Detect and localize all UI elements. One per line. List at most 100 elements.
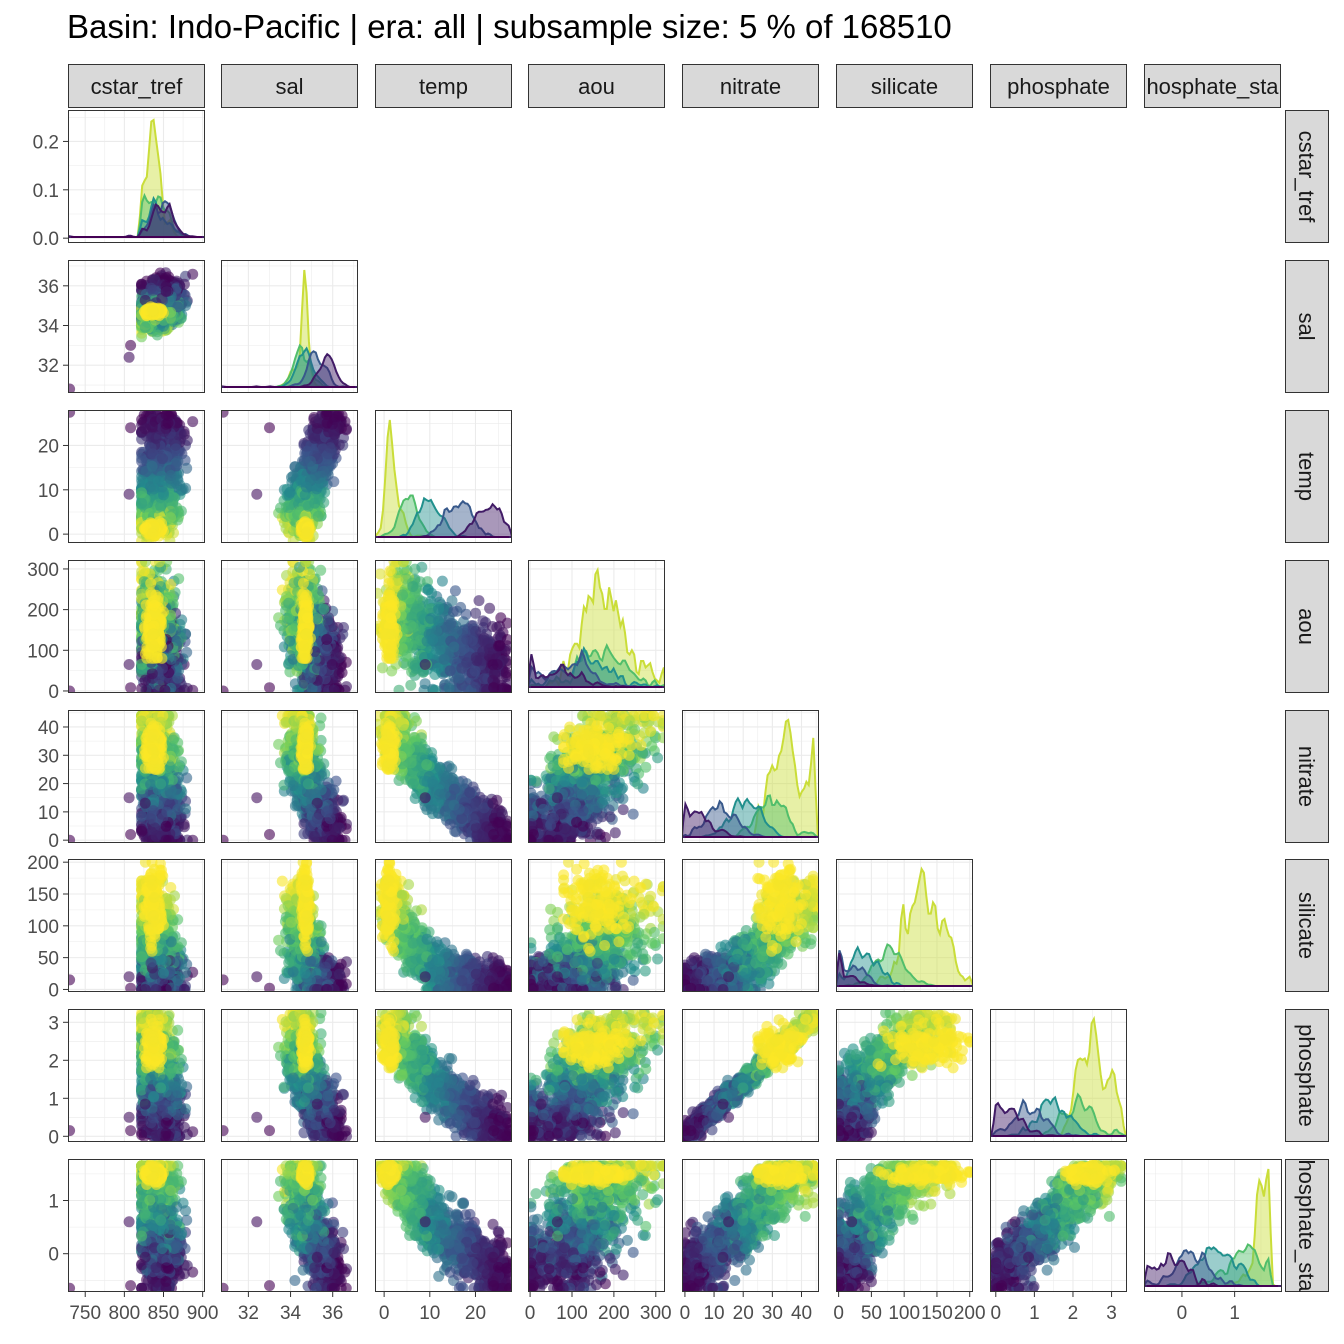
data-point — [324, 442, 336, 454]
panel-border — [221, 410, 358, 543]
data-point — [125, 682, 137, 693]
strip-box — [1285, 560, 1329, 693]
data-point — [136, 452, 148, 464]
data-point — [157, 453, 168, 465]
row-strip-label: aou — [1294, 608, 1319, 645]
data-point — [146, 460, 158, 472]
column-strip-nitrate: nitrate — [682, 64, 819, 108]
column-strip-label: temp — [419, 74, 468, 99]
data-point — [145, 282, 157, 294]
data-point — [300, 528, 312, 540]
panel-sal-vs-sal — [221, 260, 358, 393]
data-point — [136, 278, 148, 290]
column-strip-silicate: silicate — [836, 64, 973, 108]
data-point — [68, 383, 76, 393]
panel-content — [68, 260, 205, 393]
data-point — [163, 591, 174, 603]
data-point — [148, 640, 160, 652]
data-point — [170, 443, 182, 455]
data-point — [138, 565, 150, 577]
plot-title: Basin: Indo-Pacific | era: all | subsamp… — [67, 8, 952, 46]
data-point — [309, 432, 321, 444]
data-point — [125, 422, 137, 434]
strip-box — [1144, 64, 1281, 108]
data-point — [145, 652, 157, 664]
strip-box — [1285, 859, 1329, 992]
data-point — [145, 577, 157, 589]
row-strip-silicate: silicate — [1285, 859, 1329, 992]
panel-aou-vs-cstar_tref — [68, 560, 205, 693]
row-strip-label: hosphate_sta — [1294, 1159, 1319, 1292]
data-point — [187, 684, 199, 693]
data-point — [166, 500, 178, 512]
panel-aou-vs-sal — [221, 560, 358, 693]
row-strip-label: temp — [1294, 452, 1319, 501]
data-point — [178, 684, 190, 693]
panel-background — [375, 410, 512, 543]
data-point — [146, 528, 158, 540]
row-strip-label: cstar_tref — [1294, 131, 1319, 224]
data-point — [146, 305, 158, 317]
data-point — [305, 455, 316, 467]
data-point — [181, 462, 193, 474]
data-point — [136, 497, 148, 509]
row-strip-cstar_tref: cstar_tref — [1285, 110, 1329, 243]
panel-border — [68, 110, 205, 243]
data-point — [139, 321, 151, 333]
strip-box — [528, 64, 665, 108]
data-point — [145, 442, 157, 454]
data-point — [328, 428, 340, 440]
row-strip-temp: temp — [1285, 410, 1329, 543]
panel-content — [221, 410, 358, 543]
data-point — [312, 510, 324, 522]
data-point — [178, 278, 190, 290]
panel-content — [221, 260, 358, 393]
data-point — [181, 646, 193, 658]
column-strip-phosphate_star: hosphate_sta — [1144, 64, 1281, 108]
data-point — [283, 502, 295, 514]
data-point — [165, 578, 177, 590]
panel-content — [68, 110, 205, 243]
data-point — [151, 329, 163, 341]
data-point — [148, 599, 160, 611]
strip-box — [990, 64, 1127, 108]
data-point — [187, 416, 199, 428]
data-point — [123, 351, 135, 363]
data-point — [150, 432, 162, 444]
data-point — [160, 410, 172, 420]
data-point — [155, 581, 167, 592]
data-point — [165, 512, 177, 524]
column-strip-aou: aou — [528, 64, 665, 108]
data-point — [172, 672, 184, 684]
column-strip-temp: temp — [375, 64, 512, 108]
data-point — [123, 488, 135, 500]
data-point — [136, 474, 148, 486]
data-point — [172, 474, 184, 486]
data-point — [155, 500, 167, 512]
data-point — [154, 560, 165, 568]
row-strip-label: phosphate — [1294, 1024, 1319, 1127]
data-point — [160, 285, 172, 297]
row-strip-phosphate: phosphate — [1285, 1009, 1329, 1142]
panel-border — [68, 410, 205, 543]
row-strip-nitrate: nitrate — [1285, 710, 1329, 843]
data-point — [156, 481, 168, 493]
data-point — [311, 423, 323, 434]
data-point — [125, 339, 137, 351]
column-strip-label: sal — [275, 74, 303, 99]
panel-temp-vs-cstar_tref — [68, 410, 205, 543]
data-point — [173, 573, 185, 585]
column-strip-sal: sal — [221, 64, 358, 108]
data-point — [149, 274, 161, 285]
data-point — [159, 684, 171, 693]
panel-content — [375, 410, 512, 543]
data-point — [136, 588, 148, 600]
strip-box — [1285, 410, 1329, 543]
data-point — [275, 502, 286, 514]
column-strip-label: hosphate_sta — [1146, 74, 1279, 99]
data-point — [136, 487, 148, 499]
panel-temp-vs-temp — [375, 410, 512, 543]
strip-box — [1285, 1009, 1329, 1142]
data-point — [140, 612, 152, 624]
